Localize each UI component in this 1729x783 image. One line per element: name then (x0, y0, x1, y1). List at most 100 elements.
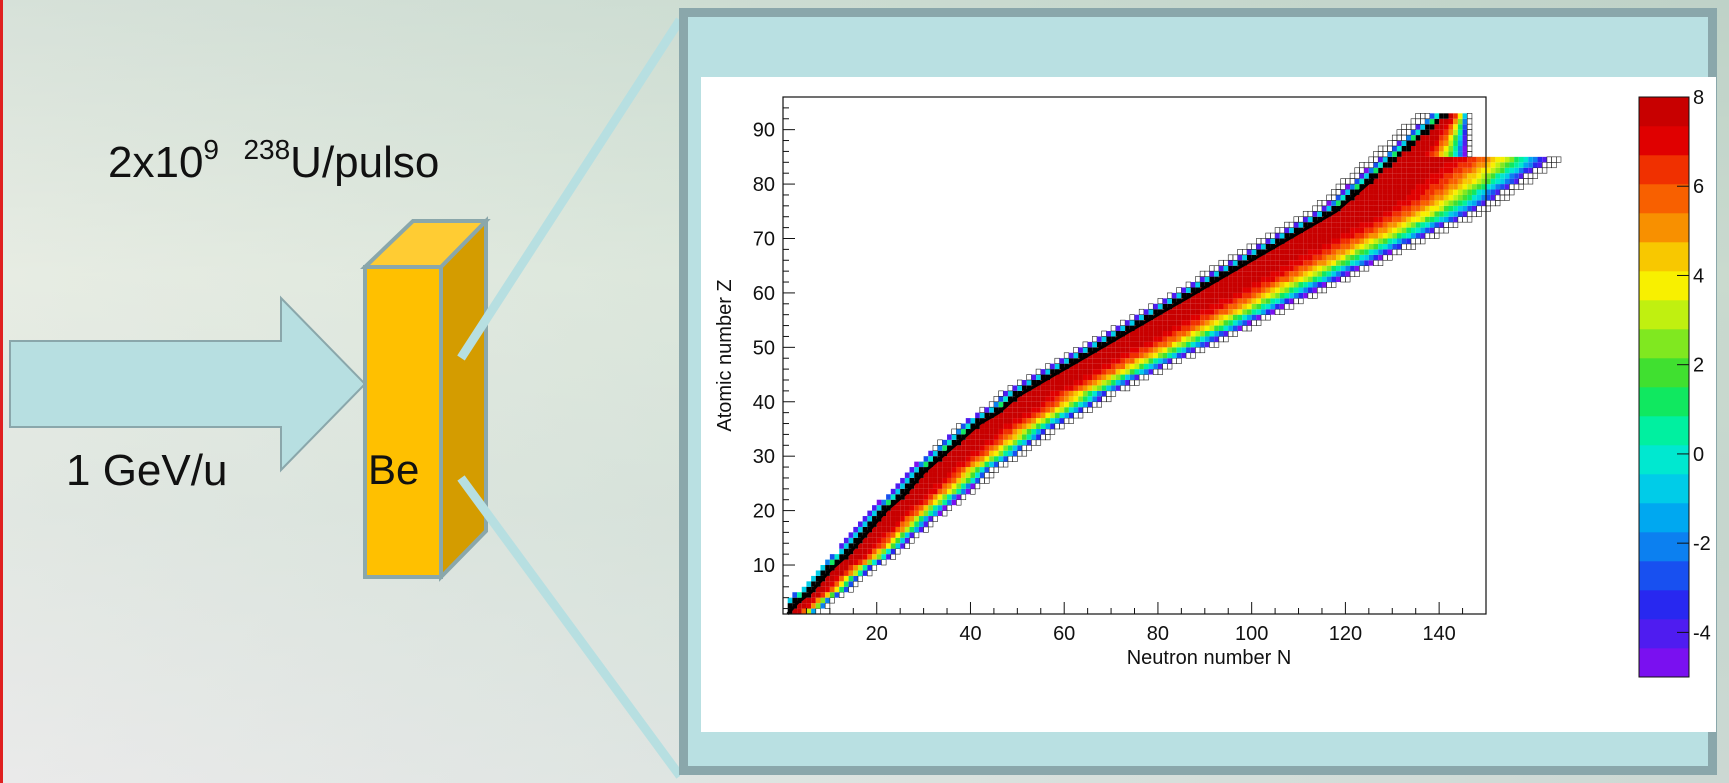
nuclide-cell (886, 537, 891, 544)
nuclide-cell (857, 532, 863, 538)
nuclide-cell (965, 423, 971, 429)
colorbar-band (1639, 97, 1689, 127)
nuclide-cell (942, 505, 948, 511)
nuclide-cell (1218, 314, 1224, 321)
nuclide-cell (975, 412, 980, 419)
nuclide-cell (1209, 287, 1215, 293)
nuclide-cell (918, 521, 924, 527)
nuclide-cell (1022, 407, 1027, 413)
nuclide-cell (970, 418, 976, 424)
nuclide-cell (1162, 325, 1168, 332)
nuclide-cell (811, 575, 816, 582)
nuclide-cell (857, 543, 863, 549)
nuclide-cell (1143, 363, 1149, 370)
nuclide-cell (989, 407, 994, 413)
nuclide-cell (1040, 401, 1046, 408)
nuclide-cell (1504, 173, 1510, 179)
nuclide-cell (1097, 379, 1102, 386)
nuclide-cell (1401, 233, 1407, 239)
nuclide-cell (1275, 303, 1280, 310)
nuclide-cell (1007, 455, 1013, 462)
nuclide-cell (1111, 341, 1116, 348)
nuclide-cell (1401, 227, 1407, 234)
nuclide-cell (1453, 118, 1458, 125)
nuclide-cell (942, 461, 948, 468)
nuclide-cell (970, 488, 976, 495)
nuclide-cell (1462, 200, 1468, 206)
nuclide-cell (1223, 276, 1229, 283)
colorbar-frame (1638, 96, 1690, 678)
nuclide-cell (834, 592, 840, 598)
nuclide-cell (1392, 167, 1397, 174)
nuclide-cell (1528, 167, 1533, 174)
nuclide-cell (1036, 423, 1041, 429)
nuclide-cell (1040, 407, 1046, 413)
nuclide-cell (1288, 221, 1295, 228)
nuclide-cell (862, 565, 868, 571)
nuclide-cell (1373, 167, 1379, 174)
chart-canvas (701, 77, 1716, 732)
nuclide-cell (1401, 194, 1407, 201)
nuclide-cell (1209, 325, 1215, 332)
nuclide-cell (1368, 189, 1374, 195)
nuclide-cell (872, 510, 877, 517)
nuclide-cell (1129, 379, 1135, 386)
nuclide-cell (1293, 227, 1299, 234)
nuclide-cell (1411, 227, 1416, 234)
nuclide-cell (1448, 135, 1454, 141)
nuclide-cell (1392, 211, 1397, 217)
nuclide-cell (1349, 270, 1356, 277)
nuclide-cell (890, 553, 896, 560)
nuclide-cell (843, 586, 849, 593)
nuclide-cell (886, 548, 891, 555)
nuclide-cell (900, 488, 905, 495)
nuclide-cell (1242, 254, 1247, 261)
nuclide-cell (848, 586, 854, 593)
nuclide-cell (1200, 325, 1205, 332)
nuclide-cell (1406, 145, 1412, 152)
nuclide-cell (1425, 167, 1430, 174)
nuclide-cell (1017, 418, 1023, 424)
nuclide-cell (1429, 173, 1435, 179)
nuclide-cell (1284, 303, 1290, 310)
nuclide-cell (1218, 303, 1224, 310)
nuclide-cell (1204, 314, 1210, 321)
nuclide-cell (1364, 227, 1369, 234)
nuclide-cell (1153, 341, 1158, 348)
nuclide-cell (1434, 216, 1440, 223)
colorbar-tick-label: 8 (1693, 87, 1704, 109)
nuclide-cell (1003, 407, 1008, 413)
nuclide-cell (1293, 249, 1299, 255)
nuclide-cell (801, 586, 807, 593)
nuclide-cell (1373, 233, 1379, 239)
nuclide-cell (1420, 233, 1426, 239)
nuclide-cell (1425, 162, 1430, 168)
nuclide-cell (937, 510, 943, 517)
nuclide-cell (1457, 135, 1463, 141)
nuclide-cell (1228, 325, 1233, 332)
nuclide-cell (1298, 298, 1304, 305)
nuclide-cell (1045, 412, 1051, 419)
nuclide-cell (1307, 227, 1313, 234)
nuclide-cell (1068, 358, 1074, 364)
nuclide-cell (1466, 151, 1473, 158)
nuclide-cell (1092, 374, 1098, 380)
nuclide-cell (1359, 243, 1365, 250)
nuclide-cell (815, 608, 821, 615)
nuclide-cell (1406, 205, 1412, 212)
nuclide-cell (984, 450, 990, 457)
nuclide-cell (857, 559, 863, 566)
nuclide-cell (1214, 320, 1219, 326)
nuclide-cell (914, 516, 919, 522)
nuclide-cell (1420, 222, 1426, 228)
nuclide-cell (1143, 314, 1149, 321)
nuclide-cell (932, 515, 938, 522)
nuclide-cell (1082, 406, 1088, 413)
nuclide-cell (1434, 173, 1440, 179)
nuclide-cell (1317, 243, 1322, 250)
x-tick-label: 120 (1329, 623, 1362, 645)
nuclide-cell (1115, 379, 1121, 386)
nuclide-cell (1434, 118, 1440, 125)
nuclide-cell (1425, 140, 1430, 146)
nuclide-cell (1171, 331, 1177, 337)
